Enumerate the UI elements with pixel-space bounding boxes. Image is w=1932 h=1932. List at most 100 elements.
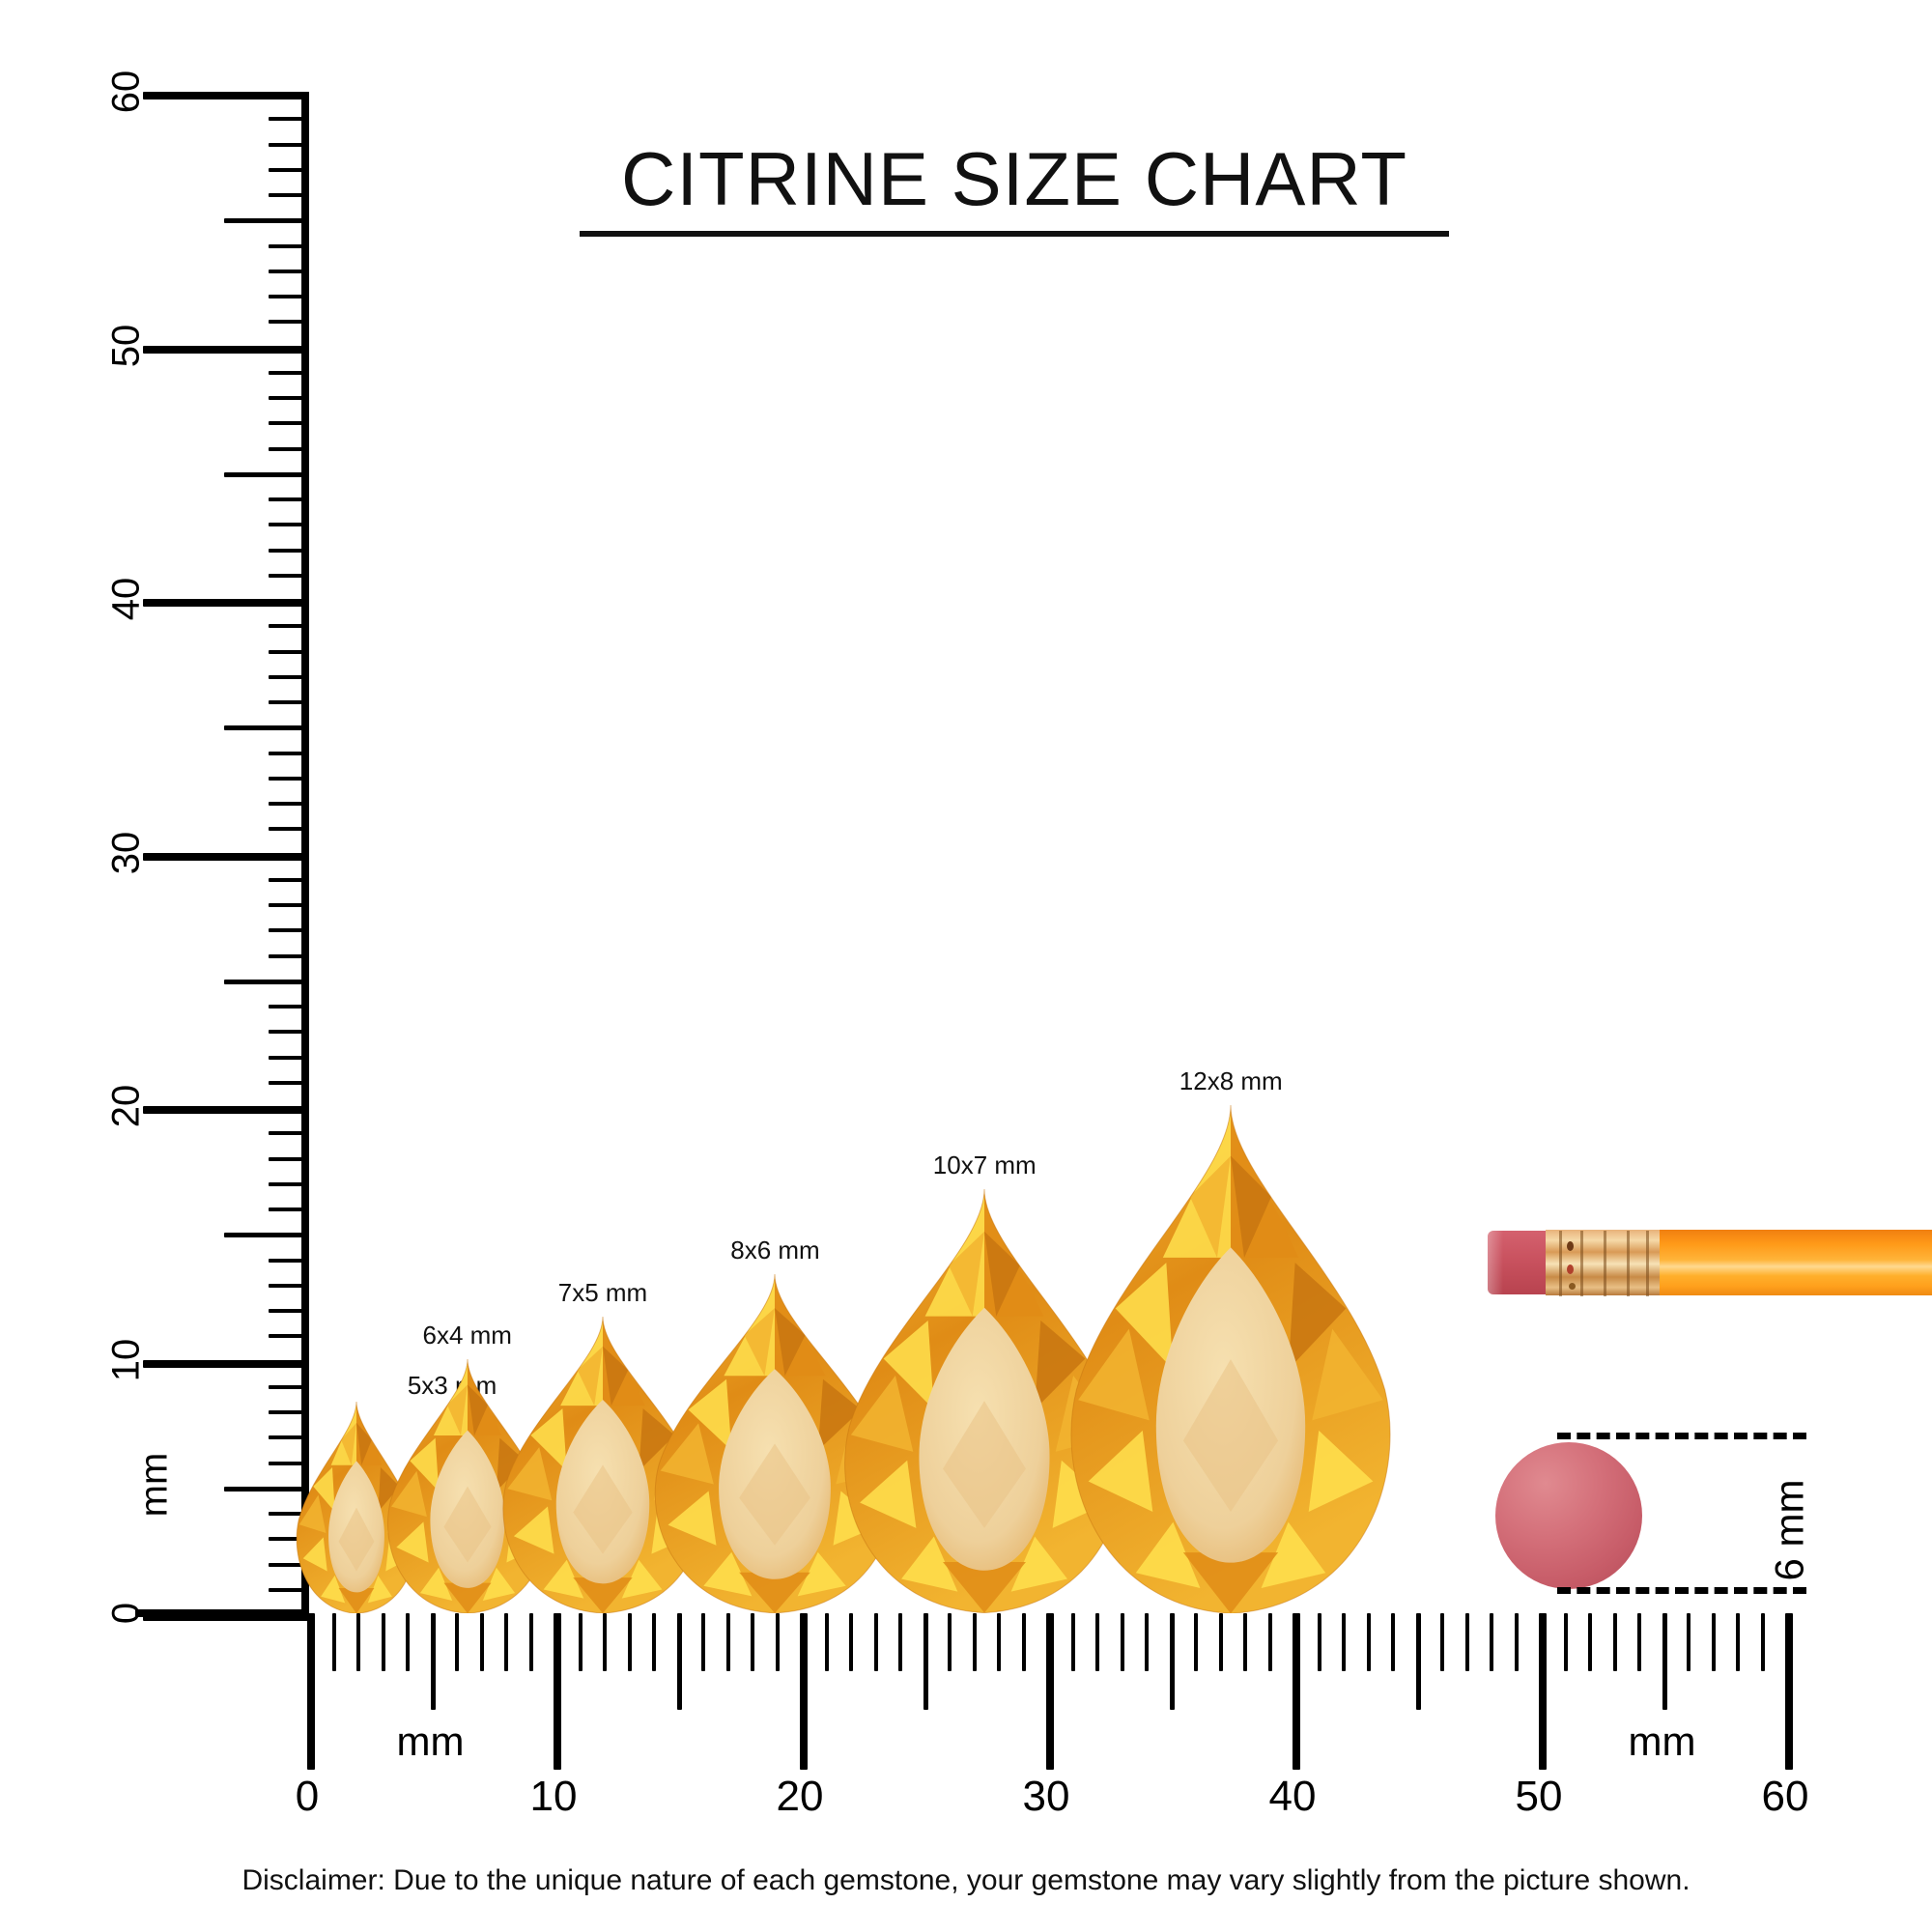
vertical-ruler-tick bbox=[269, 649, 309, 654]
horizontal-ruler-tick bbox=[1687, 1613, 1690, 1671]
vertical-ruler-tick bbox=[269, 1080, 309, 1085]
vertical-ruler-tick bbox=[269, 295, 309, 298]
vertical-ruler-tick bbox=[269, 700, 309, 704]
vertical-ruler-label: 30 bbox=[104, 831, 147, 874]
pencil-eraser bbox=[1488, 1231, 1548, 1294]
horizontal-ruler-tick bbox=[701, 1613, 705, 1671]
horizontal-ruler-tick bbox=[554, 1613, 561, 1770]
horizontal-ruler-tick bbox=[1293, 1613, 1300, 1770]
horizontal-ruler-tick bbox=[775, 1613, 780, 1671]
horizontal-ruler-tick bbox=[1736, 1613, 1740, 1671]
horizontal-ruler-tick bbox=[923, 1613, 928, 1710]
horizontal-ruler-tick bbox=[1095, 1613, 1099, 1671]
vertical-ruler-tick bbox=[269, 1461, 309, 1465]
vertical-ruler-tick bbox=[269, 573, 309, 578]
horizontal-ruler-tick bbox=[331, 1613, 336, 1671]
horizontal-ruler-tick bbox=[1120, 1613, 1124, 1671]
horizontal-ruler-tick bbox=[1169, 1613, 1175, 1710]
vertical-ruler-tick bbox=[269, 1435, 309, 1440]
vertical-ruler-tick bbox=[269, 167, 309, 172]
gemstone-item: 12x8 mm bbox=[1062, 1068, 1401, 1613]
gemstone-image bbox=[386, 1358, 548, 1613]
vertical-ruler: 0 10 20 30 40 50 60 mm bbox=[104, 71, 309, 1624]
horizontal-ruler-tick bbox=[1267, 1613, 1272, 1671]
horizontal-ruler-label: 30 bbox=[1022, 1773, 1070, 1820]
horizontal-ruler-tick bbox=[1391, 1613, 1395, 1671]
horizontal-ruler-label: 40 bbox=[1268, 1773, 1317, 1820]
horizontal-ruler-tick bbox=[800, 1613, 808, 1770]
horizontal-ruler-tick bbox=[627, 1613, 632, 1671]
horizontal-ruler-tick bbox=[307, 1613, 315, 1770]
vertical-ruler-tick bbox=[269, 1181, 309, 1186]
gemstone-image bbox=[655, 1274, 895, 1613]
vertical-ruler-tick bbox=[269, 269, 309, 273]
vertical-ruler-tick bbox=[269, 548, 309, 553]
vertical-ruler-label: 60 bbox=[104, 70, 147, 114]
vertical-ruler-tick bbox=[269, 1055, 309, 1060]
vertical-ruler-tick bbox=[269, 802, 309, 806]
pencil-ferrule bbox=[1546, 1230, 1662, 1296]
horizontal-ruler-tick bbox=[578, 1613, 582, 1671]
vertical-ruler-tick bbox=[269, 1384, 309, 1389]
vertical-ruler-tick bbox=[269, 1537, 309, 1542]
dimension-label-6mm: 6 mm bbox=[1766, 1479, 1812, 1581]
vertical-ruler-tick bbox=[269, 903, 309, 907]
horizontal-ruler-tick bbox=[1145, 1613, 1149, 1671]
horizontal-ruler-tick bbox=[873, 1613, 878, 1671]
vertical-ruler-tick bbox=[269, 1208, 309, 1211]
vertical-ruler-tick bbox=[269, 320, 309, 325]
horizontal-ruler-tick bbox=[1760, 1613, 1765, 1671]
vertical-ruler-tick bbox=[269, 1309, 309, 1313]
horizontal-ruler-tick bbox=[751, 1613, 754, 1671]
horizontal-ruler-tick bbox=[652, 1613, 656, 1671]
vertical-ruler-tick bbox=[224, 471, 309, 477]
vertical-ruler-tick bbox=[269, 243, 309, 248]
vertical-ruler-tick bbox=[269, 193, 309, 197]
dimension-line-bottom bbox=[1557, 1587, 1806, 1594]
horizontal-ruler-tick bbox=[1711, 1613, 1716, 1671]
horizontal-ruler-tick bbox=[1021, 1613, 1026, 1671]
vertical-ruler-tick bbox=[269, 370, 309, 375]
horizontal-ruler-tick bbox=[1070, 1613, 1075, 1671]
vertical-ruler-tick bbox=[143, 345, 309, 354]
vertical-ruler-label: 20 bbox=[104, 1084, 147, 1128]
vertical-ruler-tick bbox=[269, 953, 309, 958]
vertical-ruler-label: 50 bbox=[104, 324, 147, 367]
pencil-eraser-disc bbox=[1495, 1442, 1642, 1589]
vertical-ruler-tick bbox=[143, 599, 309, 607]
gemstone-artwork bbox=[383, 1358, 552, 1613]
dimension-line-top bbox=[1557, 1433, 1806, 1439]
horizontal-ruler-tick bbox=[1415, 1613, 1421, 1710]
vertical-ruler-tick bbox=[269, 523, 309, 527]
vertical-ruler-tick bbox=[224, 979, 309, 984]
vertical-ruler-tick bbox=[224, 1486, 309, 1492]
gemstone-size-label: 12x8 mm bbox=[1179, 1065, 1283, 1095]
horizontal-ruler-tick bbox=[1342, 1613, 1346, 1671]
vertical-ruler-tick bbox=[269, 421, 309, 426]
vertical-ruler-tick bbox=[269, 142, 309, 147]
horizontal-ruler-unit-label: mm bbox=[396, 1719, 465, 1764]
vertical-ruler-unit-label: mm bbox=[133, 1452, 176, 1518]
horizontal-ruler-tick bbox=[1514, 1613, 1519, 1671]
gemstone-size-label: 7x5 mm bbox=[557, 1277, 648, 1307]
vertical-ruler-tick bbox=[143, 852, 309, 861]
horizontal-ruler-tick bbox=[504, 1613, 508, 1671]
horizontal-ruler-zero-bar bbox=[135, 1609, 309, 1617]
vertical-ruler-tick bbox=[269, 674, 309, 679]
vertical-ruler-tick bbox=[143, 1106, 309, 1114]
horizontal-ruler-tick bbox=[430, 1613, 436, 1710]
vertical-ruler-tick bbox=[269, 117, 309, 122]
vertical-ruler-tick bbox=[269, 1587, 309, 1592]
vertical-ruler-tick bbox=[269, 751, 309, 755]
horizontal-ruler-tick bbox=[1464, 1613, 1469, 1671]
horizontal-ruler-tick bbox=[1366, 1613, 1371, 1671]
vertical-ruler-tick bbox=[224, 725, 309, 731]
horizontal-ruler-tick bbox=[356, 1613, 360, 1671]
horizontal-ruler-tick bbox=[455, 1613, 459, 1671]
horizontal-ruler-tick bbox=[406, 1613, 410, 1671]
vertical-ruler-tick bbox=[269, 776, 309, 781]
pencil-eraser-highlight bbox=[1488, 1231, 1503, 1294]
gemstone-size-label: 5x3 mm bbox=[407, 1370, 497, 1400]
gemstone-image bbox=[1070, 1104, 1391, 1613]
